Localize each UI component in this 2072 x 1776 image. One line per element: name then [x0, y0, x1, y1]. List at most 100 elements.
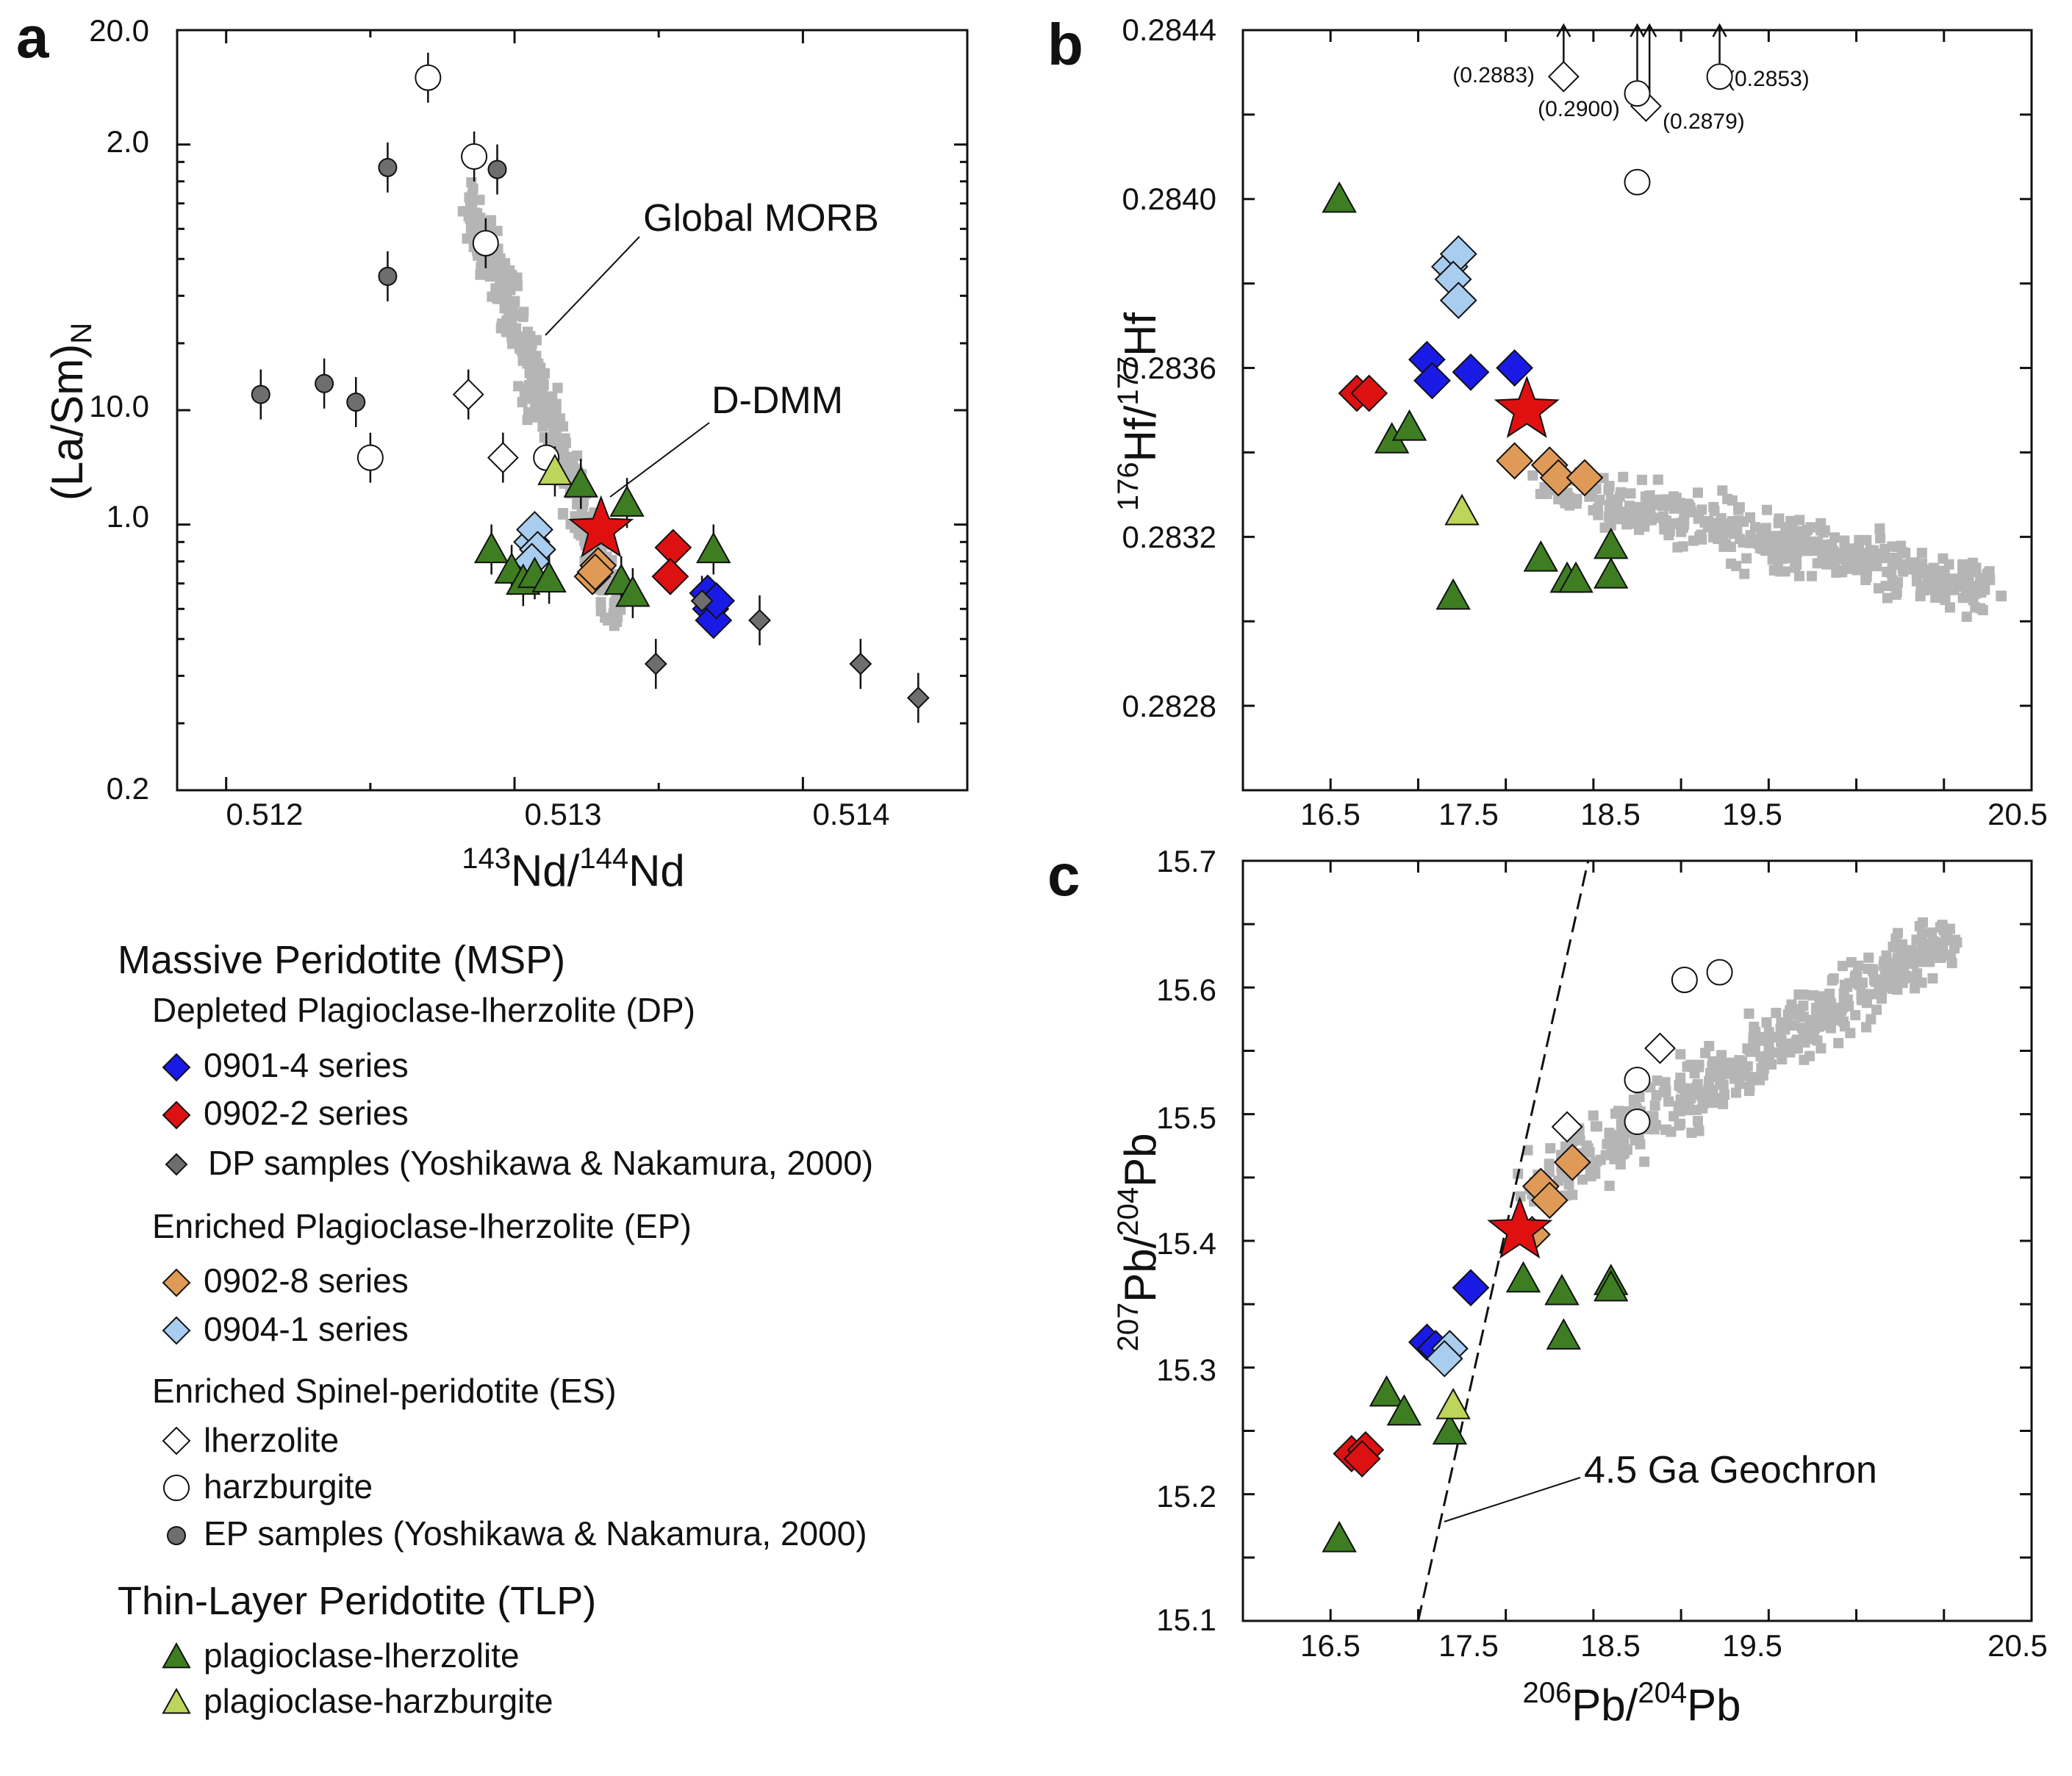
- global-morb-point: [522, 415, 533, 426]
- global-morb-point: [1703, 515, 1714, 526]
- global-morb-point: [1722, 528, 1733, 539]
- global-morb-point: [1799, 1054, 1810, 1065]
- global-morb-point: [1863, 952, 1874, 963]
- global-morb-point: [1731, 560, 1742, 571]
- global-morb-point: [1660, 1077, 1671, 1088]
- global-morb-point: [1779, 1024, 1790, 1035]
- global-morb-point: [1592, 1121, 1603, 1132]
- global-morb-point: [1696, 504, 1707, 515]
- data-point-tlplh: [615, 575, 650, 607]
- global-morb-point: [467, 190, 478, 201]
- data-point-tlphz: [1435, 1387, 1471, 1419]
- data-point-dp0902: [1350, 374, 1388, 412]
- global-morb-point: [1673, 1100, 1684, 1111]
- global-morb-point: [1527, 470, 1538, 481]
- global-morb-point: [1651, 1089, 1662, 1100]
- global-morb-point: [1863, 963, 1874, 974]
- global-morb-point: [548, 417, 559, 428]
- global-morb-point: [1968, 595, 1979, 606]
- global-morb-point: [517, 355, 528, 366]
- y-tick-label: 0.2840: [1122, 182, 1216, 216]
- global-morb-point: [1779, 566, 1790, 577]
- global-morb-point: [1621, 1145, 1632, 1156]
- global-morb-point: [1916, 584, 1927, 595]
- background-scatter-layer: [457, 177, 2007, 1209]
- global-morb-point: [560, 437, 571, 448]
- global-morb-point: [1741, 553, 1752, 564]
- global-morb-point: [548, 428, 559, 439]
- global-morb-point: [1663, 529, 1674, 540]
- global-morb-point: [1797, 539, 1808, 550]
- global-morb-point: [495, 253, 506, 264]
- data-point-ep0902: [1553, 1143, 1591, 1181]
- global-morb-point: [545, 402, 556, 413]
- global-morb-point: [1896, 540, 1907, 551]
- global-morb-point: [1949, 943, 1960, 954]
- global-morb-point: [1818, 527, 1829, 538]
- legend-symbol-epyn: [167, 1526, 186, 1545]
- y-tick-label: 0.2844: [1122, 12, 1216, 47]
- global-morb-point: [1675, 1073, 1686, 1084]
- global-morb-point: [1882, 592, 1893, 604]
- global-morb-point: [1621, 519, 1632, 530]
- global-morb-point: [1875, 533, 1886, 544]
- x-tick-label: 19.5: [1722, 797, 1782, 831]
- global-morb-point: [1616, 487, 1627, 498]
- global-morb-point: [1870, 976, 1881, 987]
- global-morb-point: [1961, 611, 1972, 622]
- y-axis-title-a: (La/Sm)N: [43, 323, 98, 501]
- global-morb-point: [508, 332, 519, 343]
- global-morb-point: [526, 340, 537, 351]
- global-morb-point: [1957, 592, 1968, 604]
- global-morb-point: [1716, 512, 1727, 523]
- global-morb-point: [578, 500, 589, 511]
- tick-labels-b: 0.2844 0.2840 0.2836 0.2832 0.2828 16.5 …: [1122, 12, 2048, 831]
- global-morb-point: [1692, 1115, 1703, 1126]
- global-morb-point: [1785, 515, 1796, 526]
- global-morb-point: [1553, 494, 1564, 505]
- global-morb-point: [1755, 1051, 1766, 1062]
- data-point-epyn: [378, 266, 398, 286]
- global-morb-point: [1544, 1159, 1555, 1170]
- global-morb-point: [1734, 502, 1745, 513]
- legend-item-label: harzburgite: [204, 1467, 373, 1505]
- global-morb-point: [1761, 1017, 1772, 1028]
- data-point-dpyn: [849, 652, 872, 676]
- global-morb-point: [1738, 516, 1749, 527]
- global-morb-point: [537, 421, 548, 432]
- global-morb-point: [1717, 485, 1728, 496]
- global-morb-point: [1893, 928, 1904, 939]
- legend-item-label: plagioclase-lherzolite: [204, 1636, 520, 1675]
- data-point-ep0902: [1539, 459, 1577, 497]
- x-tick-label: 20.5: [1987, 797, 2048, 831]
- data-point-tlplh: [1505, 1261, 1541, 1293]
- global-morb-point: [1985, 574, 1996, 585]
- global-morb-point: [1574, 1135, 1585, 1146]
- legend-symbol-tlplh: [162, 1641, 191, 1669]
- global-morb-point: [536, 404, 547, 415]
- global-morb-point: [1682, 1089, 1693, 1100]
- legend-symbol-dp0901: [162, 1053, 191, 1082]
- global-morb-point: [557, 421, 568, 432]
- global-morb-point: [1688, 535, 1699, 546]
- global-morb-point: [493, 284, 504, 296]
- data-point-epyn: [487, 160, 507, 179]
- y-tick-label: 15.2: [1156, 1479, 1216, 1514]
- data-point-eslh: [1644, 1032, 1676, 1064]
- global-morb-point: [1594, 495, 1605, 506]
- global-morb-point: [525, 331, 536, 342]
- annotation-d-dmm: D-DMM: [711, 379, 843, 422]
- legend-group-title: Massive Peridotite (MSP): [118, 938, 565, 982]
- legend-item-label: 0901-4 series: [204, 1046, 409, 1084]
- global-morb-point: [595, 597, 606, 608]
- global-morb-point: [1839, 979, 1850, 990]
- global-morb-point: [1616, 1119, 1627, 1130]
- data-point-eshz: [1706, 959, 1733, 986]
- data-point-tlplh: [1594, 1270, 1629, 1302]
- global-morb-point: [1716, 1068, 1727, 1079]
- global-morb-point: [1935, 952, 1946, 963]
- global-morb-point: [1871, 1004, 1882, 1015]
- global-morb-point: [484, 263, 495, 274]
- legend-item-label: plagioclase-harzburgite: [204, 1682, 553, 1720]
- global-morb-point: [1818, 994, 1829, 1005]
